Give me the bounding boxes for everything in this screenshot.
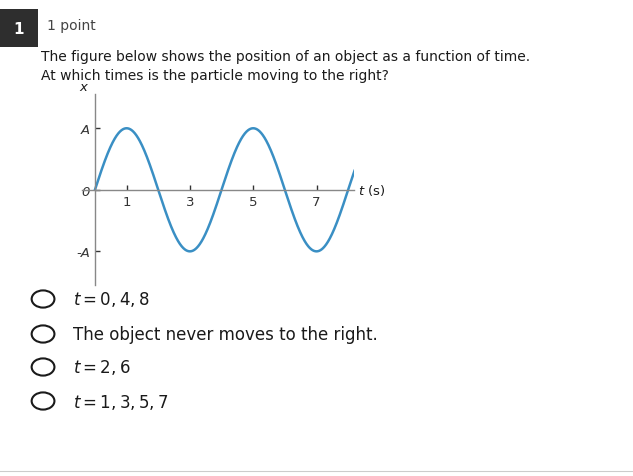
Text: The object never moves to the right.: The object never moves to the right. [73, 325, 377, 343]
Text: 1 point: 1 point [47, 19, 96, 33]
Text: $t = 1, 3, 5, 7$: $t = 1, 3, 5, 7$ [73, 392, 168, 411]
Text: $t = 2, 6$: $t = 2, 6$ [73, 358, 130, 377]
Text: $t$ (s): $t$ (s) [358, 183, 385, 198]
Text: $x$: $x$ [78, 80, 89, 93]
Text: 1: 1 [14, 21, 24, 37]
Text: The figure below shows the position of an object as a function of time.: The figure below shows the position of a… [41, 50, 530, 64]
Text: At which times is the particle moving to the right?: At which times is the particle moving to… [41, 69, 389, 83]
Text: $t = 0, 4, 8$: $t = 0, 4, 8$ [73, 290, 149, 309]
